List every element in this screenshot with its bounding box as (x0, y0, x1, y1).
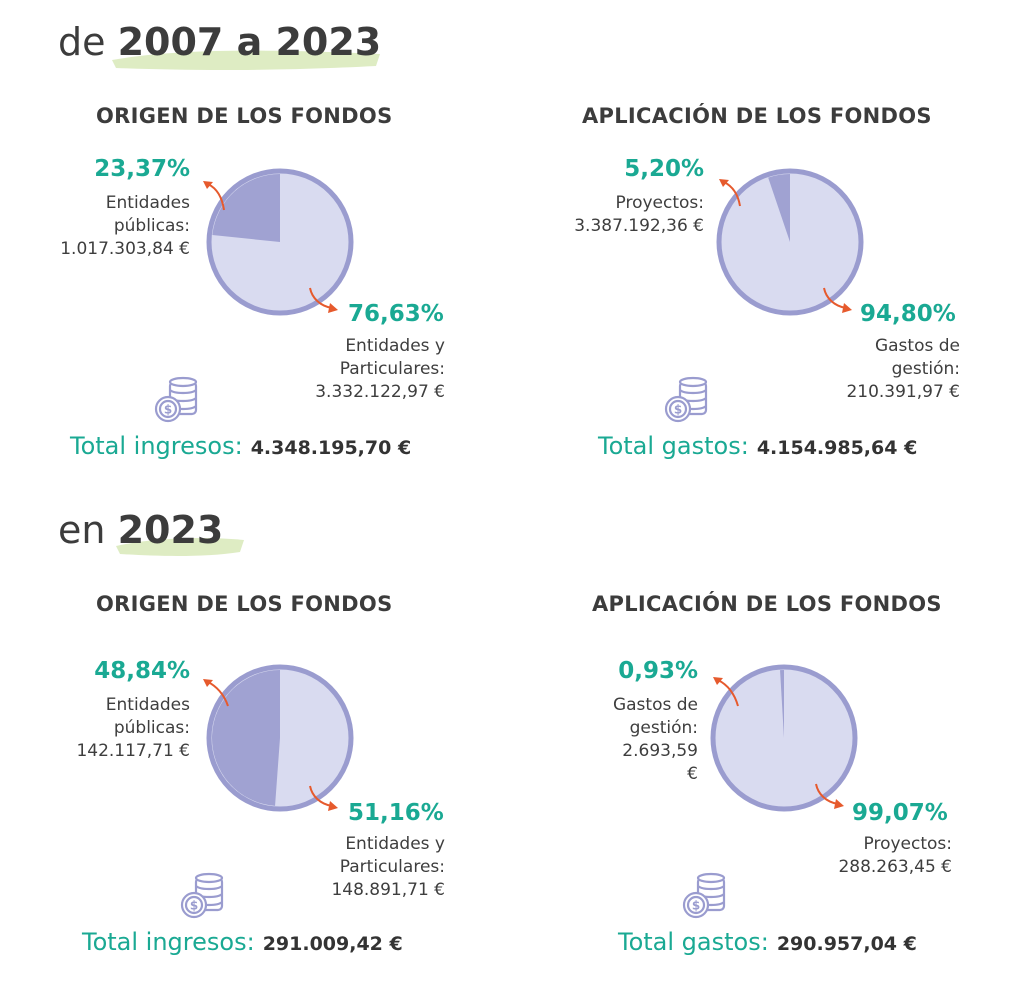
section-title-prefix: de (58, 20, 106, 64)
total-ingresos-value: 291.009,42 € (262, 933, 403, 955)
percent-entidades-particulares: 76,63% (348, 301, 444, 327)
pie-chart-aplicacion-2023 (710, 664, 858, 812)
arrow-icon (719, 179, 741, 207)
label-entidades-particulares: Entidades y Particulares: 3.332.122,97 € (315, 336, 445, 402)
percent-gastos-gestion: 0,93% (618, 658, 698, 684)
total-gastos-label: Total gastos: (618, 928, 769, 956)
percent-entidades-particulares: 51,16% (348, 800, 444, 826)
total-gastos-label: Total gastos: (598, 432, 749, 460)
label-entidades-publicas: Entidades públicas: 1.017.303,84 € (60, 193, 190, 259)
section-title-period-2: en 2023 (58, 508, 223, 552)
panel-title-aplicacion: APLICACIÓN DE LOS FONDOS (592, 592, 942, 616)
label-entidades-publicas: Entidades públicas: 142.117,71 € (76, 695, 190, 761)
label-gastos-gestion: Gastos de gestión: 210.391,97 € (846, 336, 960, 402)
svg-text:$: $ (674, 403, 682, 417)
percent-entidades-publicas: 48,84% (94, 658, 190, 684)
panel-title-aplicacion: APLICACIÓN DE LOS FONDOS (582, 104, 932, 128)
pie-slice-entidades-p-blicas (211, 670, 280, 806)
total-ingresos: Total ingresos: 4.348.195,70 € (70, 432, 411, 460)
label-entidades-particulares: Entidades y Particulares: 148.891,71 € (331, 834, 445, 900)
percent-proyectos: 99,07% (852, 800, 948, 826)
pie-slice-entidades-p-blicas (212, 174, 280, 242)
arrow-icon (309, 785, 338, 811)
percent-gastos-gestion: 94,80% (860, 301, 956, 327)
total-gastos: Total gastos: 290.957,04 € (618, 928, 917, 956)
svg-text:$: $ (692, 899, 700, 913)
coins-icon: $ (664, 376, 708, 423)
arrow-icon (203, 679, 229, 707)
label-proyectos: Proyectos: 3.387.192,36 € (574, 193, 704, 236)
panel-title-origen: ORIGEN DE LOS FONDOS (96, 592, 393, 616)
percent-entidades-publicas: 23,37% (94, 156, 190, 182)
total-gastos-value: 290.957,04 € (776, 933, 917, 955)
pie-chart-origen-2007-2023 (206, 168, 354, 316)
label-proyectos: Proyectos: 288.263,45 € (838, 834, 952, 877)
title-underline-brush (112, 50, 380, 70)
pie-chart-origen-2023 (206, 664, 354, 812)
section-title-prefix: en (58, 508, 106, 552)
total-ingresos-label: Total ingresos: (82, 928, 255, 956)
arrow-icon (823, 287, 852, 313)
panel-title-origen: ORIGEN DE LOS FONDOS (96, 104, 393, 128)
section-title-period-1: de 2007 a 2023 (58, 20, 381, 64)
section-title-years: 2023 (117, 508, 224, 552)
total-gastos: Total gastos: 4.154.985,64 € (598, 432, 917, 460)
total-ingresos-value: 4.348.195,70 € (250, 437, 412, 459)
arrow-icon (203, 181, 225, 211)
total-ingresos: Total ingresos: 291.009,42 € (82, 928, 403, 956)
coins-icon: $ (682, 872, 726, 919)
arrow-icon (309, 287, 338, 313)
svg-text:$: $ (164, 403, 172, 417)
title-underline-brush (116, 538, 244, 556)
arrow-icon (815, 783, 844, 809)
percent-proyectos: 5,20% (624, 156, 704, 182)
total-gastos-value: 4.154.985,64 € (756, 437, 918, 459)
label-gastos-gestion: Gastos de gestión: 2.693,59 € (612, 695, 698, 784)
total-ingresos-label: Total ingresos: (70, 432, 243, 460)
coins-icon: $ (154, 376, 198, 423)
arrow-icon (713, 677, 739, 707)
section-title-years: 2007 a 2023 (117, 20, 382, 64)
svg-text:$: $ (190, 899, 198, 913)
pie-slice-gastos-de-gesti-n (780, 670, 784, 738)
pie-slice-proyectos (768, 174, 790, 242)
pie-chart-aplicacion-2007-2023 (716, 168, 864, 316)
coins-icon: $ (180, 872, 224, 919)
